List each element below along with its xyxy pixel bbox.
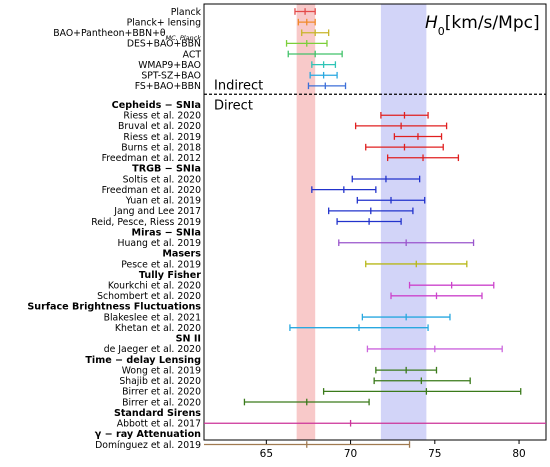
row-label: Riess et al. 2019 [123,132,201,143]
error-bar [243,398,370,406]
error-bar [336,218,402,225]
error-bar [287,50,343,58]
error-bar [365,260,468,268]
error-bar [386,154,460,162]
row-label: Khetan et al. 2020 [115,323,201,334]
row-label: Schombert et al. 2020 [97,291,201,302]
x-tick-label: 65 [260,448,273,460]
shaded-band-1 [296,4,316,440]
group-header: Standard Sirens [114,408,201,419]
row-label: Pesce et al. 2019 [121,259,201,270]
row-label: Riess et al. 2020 [123,111,201,122]
error-bar [365,143,444,151]
error-bar [366,345,503,353]
x-axis-ticks: 65 70 75 80 [260,440,526,460]
group-header: SN II [176,334,201,345]
row-label: Birrer et al. 2020 [122,387,201,398]
error-bar [311,61,337,68]
row-label: Kourkchi et al. 2020 [108,281,201,292]
indirect-label: Indirect [214,78,263,93]
row-label: Reid, Pesce, Riess 2019 [91,217,201,228]
plot-frame [203,3,547,441]
x-tick-label: 75 [428,448,441,460]
row-label: FS+BAO+BBN [135,81,201,92]
error-bar [408,281,495,289]
row-label: DES+BAO+BBN [127,39,201,50]
error-bar [289,324,429,331]
error-bar [373,377,471,385]
row-label: WMAP9+BAO [138,60,201,71]
group-header: Cepheids − SNIa [112,100,201,111]
row-label: BAO+Pantheon+BBN+θMC, Planck [53,28,201,42]
row-label: Freedman et al. 2012 [102,153,201,164]
x-tick-label: 80 [512,448,525,460]
row-label: Freedman et al. 2020 [102,185,201,196]
group-header: Masers [162,249,201,260]
error-bar [294,8,316,15]
chart-title: H0[km/s/Mpc] [425,13,540,38]
direct-label: Direct [214,98,253,113]
row-label: Bruval et al. 2020 [118,121,201,132]
row-label: de Jaeger et al. 2020 [104,344,201,355]
error-bar [309,71,338,79]
error-bar [361,313,451,321]
row-label: Shajib et al. 2020 [119,376,201,387]
error-bar [311,186,377,193]
error-bar [204,419,546,427]
row-label: Huang et al. 2019 [118,238,202,249]
error-bar [390,292,483,300]
error-bar [351,175,421,183]
axes [203,3,547,441]
group-header: Tully Fisher [139,270,201,281]
row-label: Soltis et al. 2020 [123,174,201,185]
row-label: Abbott et al. 2017 [117,419,201,430]
row-label: Planck+ lensing [127,17,202,28]
x-tick-label: 70 [344,448,357,460]
row-label: Planck [171,7,202,18]
error-bar [338,239,475,247]
group-header: Miras − SNIa [132,227,201,238]
error-bar [285,40,328,47]
error-bar [297,18,316,26]
row-label: ACT [183,49,202,60]
group-header: Time − delay Lensing [85,355,201,366]
error-bar [354,122,448,130]
row-label: Burns et al. 2018 [121,142,201,153]
row-label: SPT-SZ+BAO [141,71,201,82]
row-label: Wong et al. 2019 [122,365,201,376]
error-bar [307,82,347,90]
error-bar [328,207,414,215]
row-label: Yuan et al. 2019 [125,196,201,207]
row-label: Domínguez et al. 2019 [95,440,201,451]
row-label: Blakeslee et al. 2021 [104,312,202,323]
error-bar [380,111,429,119]
error-bar [375,366,438,374]
error-bar [356,196,426,204]
row-label: Jang and Lee 2017 [113,206,201,217]
group-header: γ − ray Attenuation [95,429,201,440]
error-bar [322,388,522,395]
group-header: TRGB − SNIa [132,164,201,175]
data-rows [204,8,546,448]
row-label: Birrer et al. 2020 [122,397,201,408]
group-header: Surface Brightness Fluctuations [27,302,201,313]
error-bar [204,441,411,448]
error-bar [393,133,443,140]
error-bar [301,29,330,37]
